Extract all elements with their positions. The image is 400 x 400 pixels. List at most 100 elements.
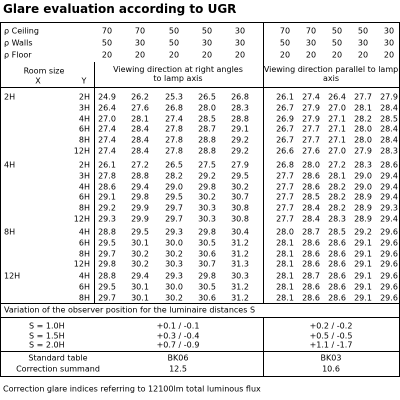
ugr-value: 27.8 [165, 135, 183, 145]
ugr-value: 31.2 [231, 282, 249, 292]
reflectance-value: 30 [383, 38, 395, 48]
ugr-value: 28.2 [354, 114, 372, 124]
ugr-value: 28.6 [328, 293, 346, 303]
variation-value: +0.7 / -0.9 [156, 340, 200, 350]
reflectance-value: 30 [357, 38, 369, 48]
ugr-value: 29.4 [380, 182, 398, 192]
rule [0, 22, 400, 23]
room-y: 4H [78, 114, 90, 124]
ugr-value: 28.3 [328, 214, 346, 224]
rule [263, 22, 264, 303]
ugr-value: 29.5 [98, 238, 116, 248]
x-label: X [35, 76, 41, 86]
ugr-value: 30.3 [165, 259, 183, 269]
ugr-value: 28.0 [354, 124, 372, 134]
summary-value: 12.5 [169, 364, 187, 374]
ugr-value: 28.4 [131, 135, 149, 145]
ugr-value: 29.4 [131, 182, 149, 192]
ugr-value: 27.1 [328, 135, 346, 145]
ugr-value: 24.9 [98, 92, 116, 102]
ugr-value: 27.6 [302, 146, 320, 156]
ugr-value: 28.8 [198, 146, 216, 156]
reflectance-value: 20 [168, 50, 180, 60]
ugr-value: 29.2 [231, 146, 249, 156]
reflectance-value: 30 [234, 38, 246, 48]
ugr-value: 28.7 [302, 227, 320, 237]
ugr-value: 27.7 [276, 182, 294, 192]
ugr-value: 27.4 [98, 124, 116, 134]
ugr-value: 27.7 [276, 171, 294, 181]
ugr-value: 28.4 [302, 214, 320, 224]
ugr-value: 29.5 [231, 171, 249, 181]
ugr-value: 29.8 [131, 192, 149, 202]
ugr-value: 30.8 [231, 203, 249, 213]
ugr-value: 29.4 [380, 171, 398, 181]
ugr-value: 29.1 [354, 238, 372, 248]
reflectance-value: 20 [357, 50, 369, 60]
room-x: 4H [4, 160, 16, 170]
room-y: 4H [78, 182, 90, 192]
ugr-value: 27.2 [131, 160, 149, 170]
ugr-value: 30.5 [198, 238, 216, 248]
ugr-value: 28.1 [276, 282, 294, 292]
room-size-label: Room size [23, 66, 65, 76]
ugr-value: 28.4 [380, 103, 398, 113]
reflectance-value: 30 [234, 26, 246, 36]
room-x: 8H [4, 227, 16, 237]
variation-label: S = 2.0H [29, 340, 65, 350]
ugr-value: 29.1 [231, 124, 249, 134]
ugr-value: 29.5 [98, 282, 116, 292]
ugr-value: 26.9 [276, 114, 294, 124]
direction-header: Viewing direction parallel to lamp axis [263, 65, 399, 83]
ugr-value: 28.8 [98, 227, 116, 237]
ugr-value: 29.6 [380, 238, 398, 248]
rule [263, 317, 264, 376]
ugr-value: 28.6 [328, 249, 346, 259]
ugr-value: 28.7 [302, 271, 320, 281]
variation-value: +0.5 / -0.5 [309, 331, 353, 340]
summary-value: BK06 [167, 353, 189, 363]
ugr-value: 29.8 [198, 227, 216, 237]
ugr-value: 29.7 [98, 293, 116, 303]
ugr-value: 28.1 [131, 114, 149, 124]
ugr-value: 26.7 [276, 124, 294, 134]
ugr-value: 29.0 [354, 182, 372, 192]
reflectance-value: 70 [279, 26, 291, 36]
ugr-value: 28.6 [328, 259, 346, 269]
reflectance-value: 30 [305, 38, 317, 48]
ugr-value: 28.6 [302, 182, 320, 192]
ugr-value: 30.6 [198, 249, 216, 259]
ugr-value: 29.2 [354, 227, 372, 237]
ugr-value: 27.0 [328, 103, 346, 113]
ugr-value: 30.8 [231, 214, 249, 224]
ugr-value: 30.6 [198, 293, 216, 303]
ugr-value: 29.0 [165, 182, 183, 192]
room-y: 4H [78, 227, 90, 237]
ugr-value: 30.0 [165, 282, 183, 292]
ugr-value: 29.1 [354, 249, 372, 259]
room-y: 12H [73, 146, 90, 156]
ugr-value: 27.9 [302, 103, 320, 113]
ugr-value: 29.3 [98, 214, 116, 224]
ugr-value: 29.1 [98, 192, 116, 202]
ugr-value: 30.1 [131, 282, 149, 292]
room-y: 2H [78, 160, 90, 170]
ugr-value: 26.7 [276, 135, 294, 145]
ugr-value: 30.5 [198, 282, 216, 292]
room-y: 6H [78, 238, 90, 248]
ugr-value: 29.3 [165, 271, 183, 281]
y-label: Y [81, 76, 87, 86]
room-x: 2H [4, 92, 16, 102]
reflectance-value: 20 [305, 50, 317, 60]
variation-label: S = 1.5H [29, 331, 65, 340]
ugr-value: 29.5 [165, 192, 183, 202]
ugr-value: 30.1 [131, 238, 149, 248]
ugr-value: 26.4 [98, 103, 116, 113]
room-y: 12H [73, 259, 90, 269]
ugr-value: 27.7 [354, 92, 372, 102]
ugr-value: 27.9 [354, 146, 372, 156]
ugr-value: 28.6 [302, 249, 320, 259]
rule [0, 303, 400, 304]
ugr-value: 29.6 [380, 249, 398, 259]
